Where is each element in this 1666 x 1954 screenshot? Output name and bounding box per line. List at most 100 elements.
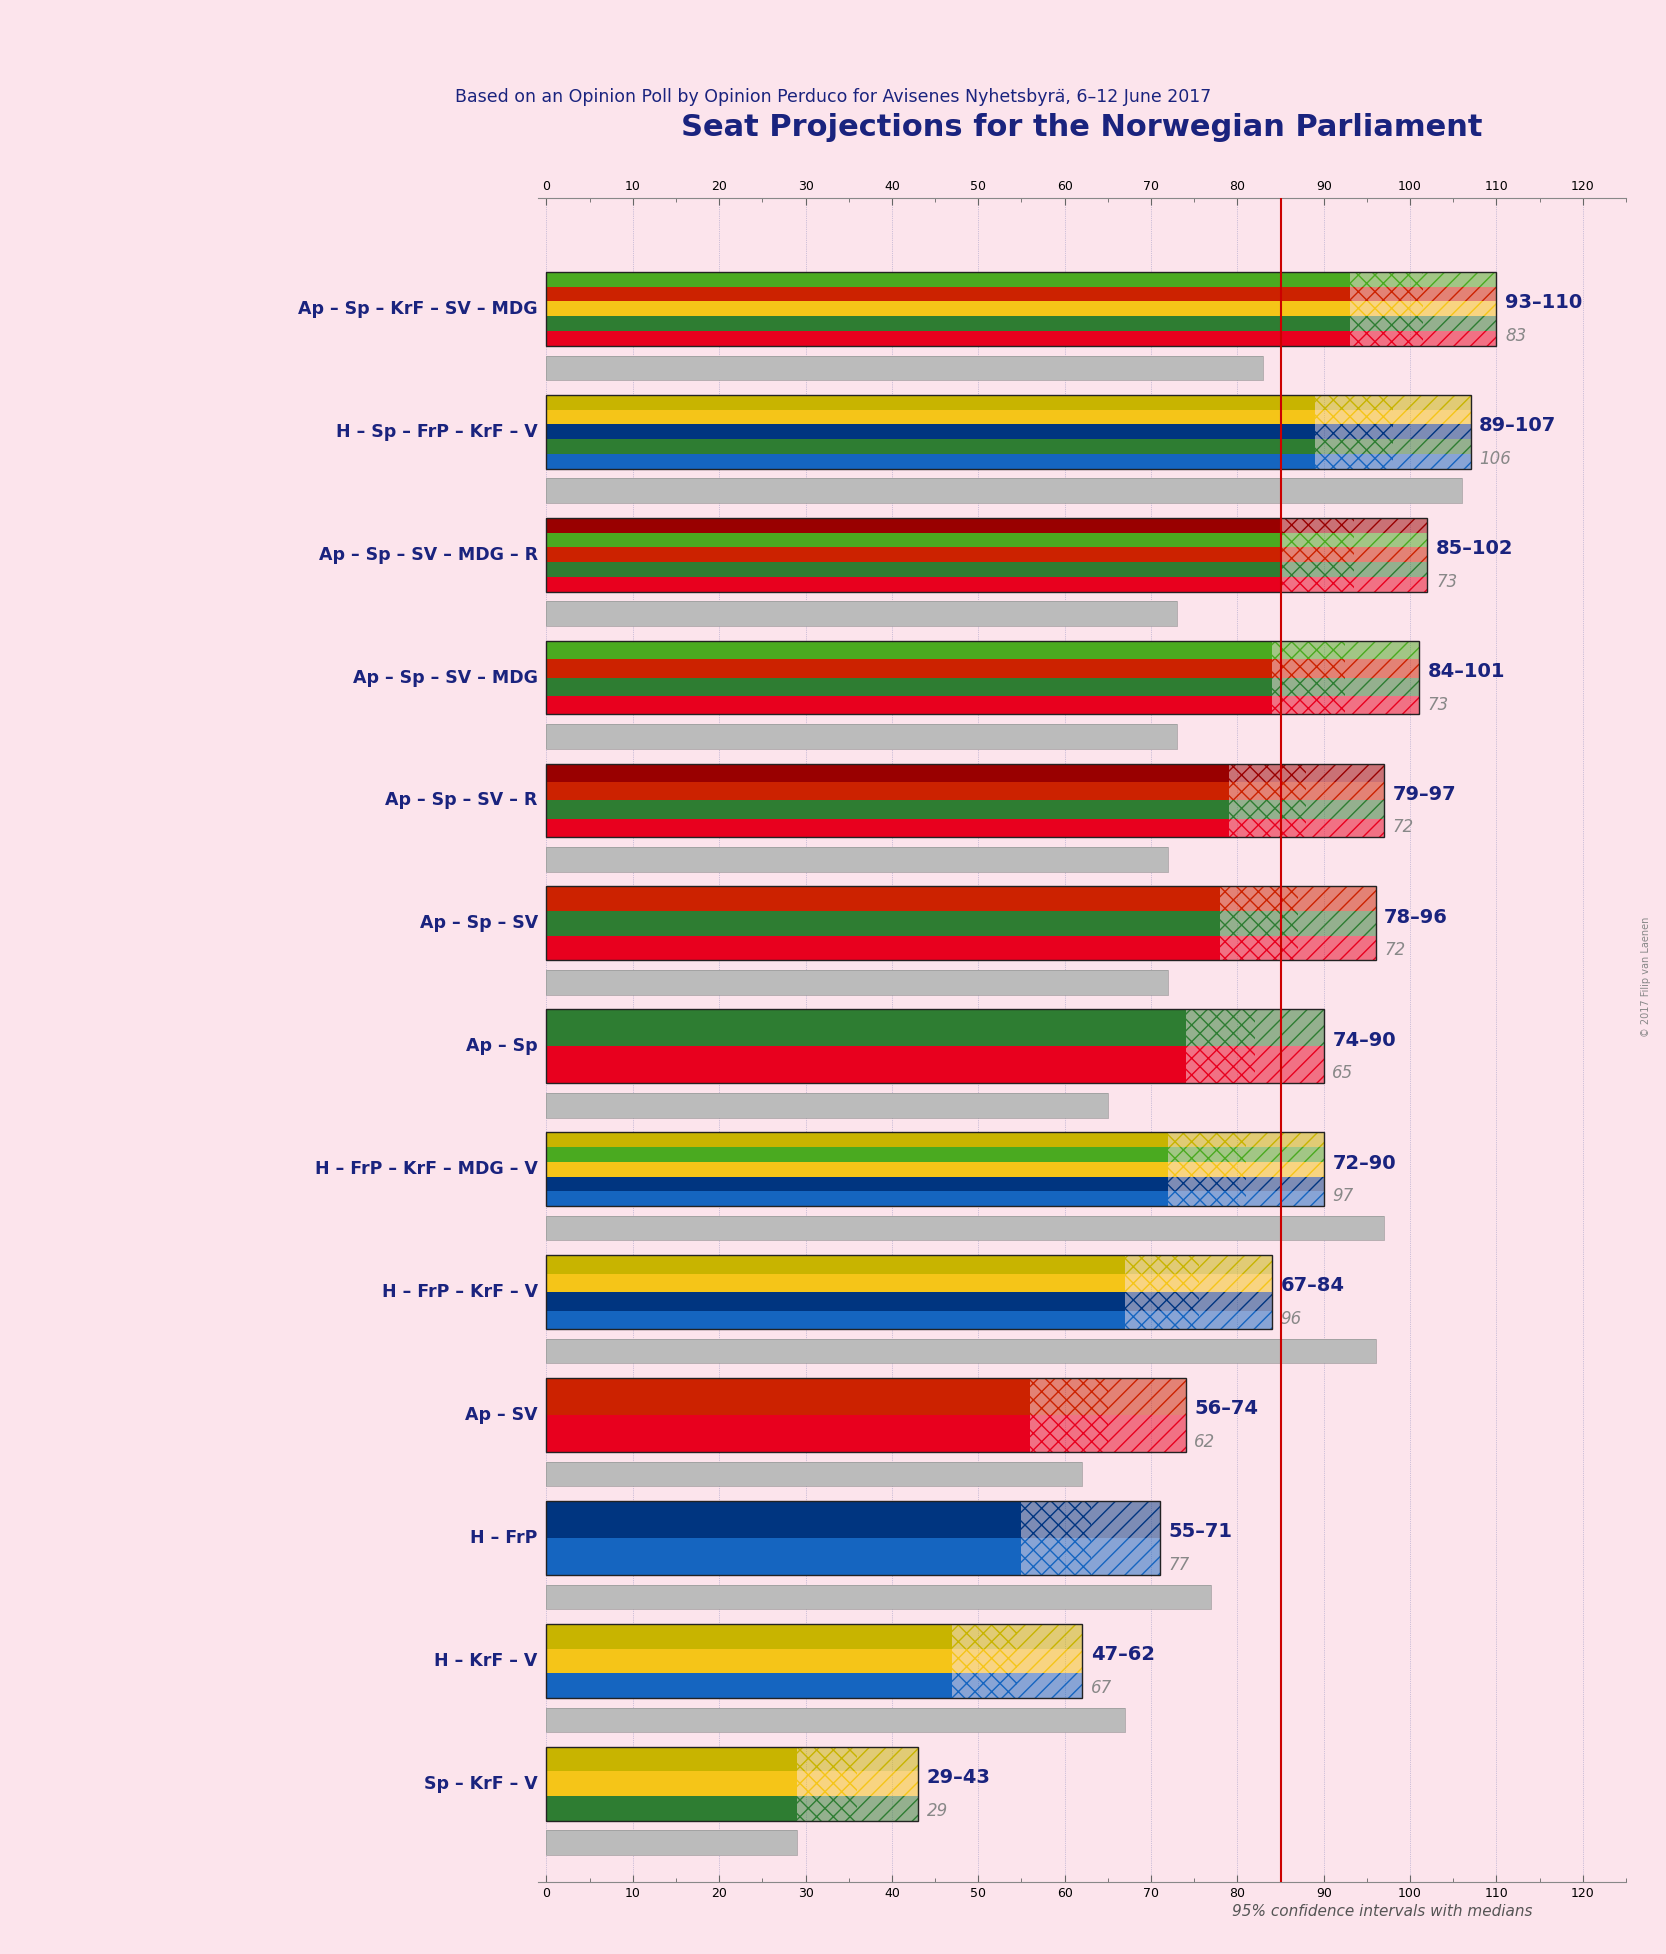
Bar — [1220, 936, 1298, 959]
Bar — [1423, 330, 1496, 346]
Bar — [546, 1338, 1376, 1364]
Bar — [1230, 782, 1306, 801]
Bar — [546, 969, 1168, 995]
Bar — [1108, 1378, 1186, 1415]
Text: 62: 62 — [1195, 1432, 1216, 1452]
Bar — [1168, 1163, 1246, 1176]
Bar — [1349, 272, 1423, 287]
Bar — [1354, 533, 1428, 547]
Bar — [546, 1538, 1021, 1575]
Bar — [1125, 1254, 1198, 1274]
Bar — [1349, 287, 1423, 301]
Bar — [1254, 1010, 1324, 1045]
Bar — [1314, 410, 1393, 424]
Text: 83: 83 — [1504, 326, 1526, 344]
Bar — [546, 1176, 1168, 1192]
Bar — [546, 678, 1271, 696]
Bar — [1125, 1254, 1198, 1274]
Text: Ap – Sp – SV – MDG – R: Ap – Sp – SV – MDG – R — [318, 545, 538, 563]
Text: 29: 29 — [926, 1802, 948, 1819]
Text: 79–97: 79–97 — [1393, 786, 1456, 803]
Bar — [1108, 1415, 1186, 1452]
Bar — [546, 1673, 953, 1698]
Bar — [1246, 1176, 1324, 1192]
Bar — [953, 1673, 1018, 1698]
Bar — [1393, 424, 1471, 440]
Bar — [1198, 1274, 1271, 1292]
Bar — [546, 1747, 918, 1821]
Bar — [546, 1378, 1186, 1452]
Bar — [1393, 395, 1471, 410]
Bar — [1220, 936, 1298, 959]
Bar — [546, 1378, 1030, 1415]
Bar — [1349, 317, 1423, 330]
Bar — [1021, 1501, 1091, 1538]
Bar — [1125, 1311, 1198, 1329]
Text: 73: 73 — [1428, 696, 1449, 713]
Bar — [1186, 1045, 1254, 1083]
Bar — [1220, 911, 1298, 936]
Bar — [1021, 1538, 1091, 1575]
Bar — [546, 1415, 1030, 1452]
Text: H – FrP: H – FrP — [470, 1528, 538, 1548]
Bar — [1281, 533, 1354, 547]
Bar — [546, 453, 1314, 469]
Bar — [1423, 317, 1496, 330]
Bar — [1108, 1415, 1186, 1452]
Bar — [1186, 1010, 1254, 1045]
Text: H – KrF – V: H – KrF – V — [435, 1651, 538, 1671]
Bar — [546, 641, 1271, 658]
Text: 55–71: 55–71 — [1168, 1522, 1233, 1542]
Bar — [1354, 518, 1428, 533]
Bar — [546, 725, 1176, 748]
Bar — [546, 1708, 1125, 1731]
Bar — [546, 1192, 1168, 1206]
Bar — [953, 1649, 1018, 1673]
Bar — [1354, 563, 1428, 576]
Bar — [1246, 1192, 1324, 1206]
Bar — [1246, 1163, 1324, 1176]
Bar — [546, 479, 1463, 502]
Bar — [546, 658, 1271, 678]
Bar — [546, 1254, 1271, 1329]
Bar — [1281, 576, 1354, 592]
Bar — [1198, 1274, 1271, 1292]
Bar — [1306, 782, 1384, 801]
Text: 56–74: 56–74 — [1195, 1399, 1258, 1419]
Bar — [546, 725, 1176, 748]
Bar — [1254, 1045, 1324, 1083]
Bar — [546, 1831, 796, 1854]
Bar — [1246, 1147, 1324, 1163]
Text: 97: 97 — [1333, 1188, 1354, 1206]
Bar — [953, 1673, 1018, 1698]
Bar — [1018, 1649, 1081, 1673]
Bar — [1254, 1045, 1324, 1083]
Bar — [796, 1796, 858, 1821]
Bar — [546, 395, 1314, 410]
Bar — [546, 1585, 1211, 1610]
Bar — [546, 1045, 1186, 1083]
Text: 96: 96 — [1281, 1309, 1301, 1329]
Bar — [796, 1772, 858, 1796]
Bar — [1423, 272, 1496, 287]
Bar — [546, 518, 1428, 592]
Bar — [546, 887, 1220, 911]
Bar — [1246, 1176, 1324, 1192]
Bar — [1230, 764, 1306, 782]
Bar — [1018, 1649, 1081, 1673]
Bar — [546, 479, 1463, 502]
Bar — [796, 1796, 858, 1821]
Bar — [546, 317, 1349, 330]
Bar — [1298, 887, 1376, 911]
Bar — [1423, 301, 1496, 317]
Bar — [1021, 1501, 1091, 1538]
Text: Sp – KrF – V: Sp – KrF – V — [425, 1774, 538, 1792]
Text: 67–84: 67–84 — [1281, 1276, 1344, 1296]
Title: Seat Projections for the Norwegian Parliament: Seat Projections for the Norwegian Parli… — [681, 113, 1483, 143]
Bar — [1198, 1311, 1271, 1329]
Bar — [1314, 395, 1393, 410]
Text: © 2017 Filip van Laenen: © 2017 Filip van Laenen — [1641, 916, 1651, 1038]
Text: 72–90: 72–90 — [1333, 1153, 1396, 1172]
Bar — [858, 1796, 918, 1821]
Bar — [546, 1147, 1168, 1163]
